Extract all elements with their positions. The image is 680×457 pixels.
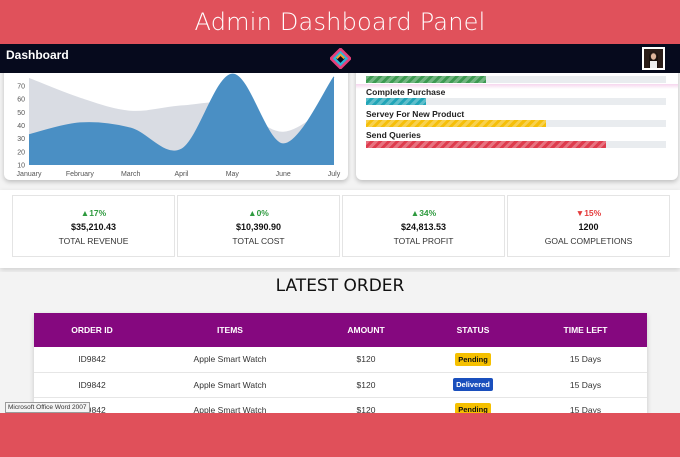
y-tick-label: 50 bbox=[17, 110, 25, 117]
y-tick-label: 60 bbox=[17, 97, 25, 104]
order-time-left: 15 Days bbox=[524, 347, 647, 373]
stat-label: TOTAL PROFIT bbox=[393, 236, 454, 246]
x-tick-label: February bbox=[66, 171, 95, 178]
stat-label: TOTAL REVENUE bbox=[58, 236, 129, 246]
table-row[interactable]: ID9842 Apple Smart Watch $120 Pending 15… bbox=[34, 397, 647, 413]
top-banner: Admin Dashboard Panel bbox=[0, 0, 680, 44]
progress-label-send-queries: Send Queries bbox=[366, 130, 421, 140]
table-header-row: ORDER ID ITEMS AMOUNT STATUS TIME LEFT bbox=[34, 313, 647, 347]
progress-bar-send-queries bbox=[366, 141, 606, 148]
y-tick-label: 20 bbox=[17, 149, 25, 156]
progress-card: Complete Purchase Servey For New Product… bbox=[356, 58, 678, 180]
stat-value: $24,813.53 bbox=[400, 222, 447, 232]
y-tick-label: 40 bbox=[17, 123, 25, 130]
stat-total-profit: ▲34% $24,813.53 TOTAL PROFIT bbox=[342, 195, 505, 257]
area-series-line-1 bbox=[28, 75, 335, 132]
stat-value: 1200 bbox=[578, 222, 599, 232]
order-status: Pending bbox=[422, 397, 524, 413]
order-time-left: 15 Days bbox=[524, 372, 647, 398]
stat-total-revenue: ▲17% $35,210.43 TOTAL REVENUE bbox=[12, 195, 175, 257]
y-tick-label: 10 bbox=[17, 163, 25, 170]
order-item: Apple Smart Watch bbox=[150, 372, 310, 398]
status-badge: Pending bbox=[455, 403, 491, 413]
order-id: ID9842 bbox=[34, 372, 150, 398]
area-chart: 10 20 30 40 50 60 70 January February March April… bbox=[17, 73, 341, 178]
progress-track-1 bbox=[366, 76, 666, 83]
x-tick-label: May bbox=[226, 171, 240, 178]
col-status[interactable]: STATUS bbox=[422, 313, 524, 347]
progress-bar-survey bbox=[366, 120, 546, 127]
order-id: ID9842 bbox=[34, 347, 150, 373]
stats-band: ▲17% $35,210.43 TOTAL REVENUE ▲0% $10,39… bbox=[0, 190, 680, 268]
app-tooltip: Microsoft Office Word 2007 bbox=[5, 402, 90, 413]
stat-label: TOTAL COST bbox=[232, 236, 285, 246]
orders-title: LATEST ORDER bbox=[275, 276, 405, 296]
area-series-line-2 bbox=[28, 73, 335, 152]
arrow-down-icon: ▼ bbox=[575, 208, 585, 218]
area-chart-card: 10 20 30 40 50 60 70 January February March April… bbox=[4, 58, 348, 180]
order-status: Pending bbox=[422, 347, 524, 373]
status-badge: Delivered bbox=[453, 378, 493, 391]
latest-orders-section: LATEST ORDER ORDER ID ITEMS AMOUNT STATU… bbox=[0, 272, 680, 413]
stat-change: ▲0% bbox=[248, 208, 269, 218]
order-item: Apple Smart Watch bbox=[150, 397, 310, 413]
progress-bar-1 bbox=[366, 76, 486, 83]
y-tick-label: 70 bbox=[17, 84, 25, 91]
order-status: Delivered bbox=[422, 372, 524, 398]
dashboard-screen: Dashboard 10 20 30 40 50 60 70 January February… bbox=[0, 44, 680, 413]
stat-change: ▲17% bbox=[80, 208, 107, 218]
app-logo-icon[interactable] bbox=[330, 48, 351, 69]
progress-track-survey bbox=[366, 120, 666, 127]
status-badge: Pending bbox=[455, 352, 491, 366]
stat-goal-completions: ▼15% 1200 GOAL COMPLETIONS bbox=[507, 195, 670, 257]
order-amount: $120 bbox=[310, 372, 422, 398]
x-tick-label: April bbox=[174, 171, 188, 178]
nav-title[interactable]: Dashboard bbox=[6, 48, 69, 62]
area-series-2 bbox=[29, 74, 334, 165]
stat-value: $35,210.43 bbox=[70, 222, 117, 232]
stat-change: ▼15% bbox=[575, 208, 602, 218]
progress-bar-complete-purchase bbox=[366, 98, 426, 105]
progress-track-send-queries bbox=[366, 141, 666, 148]
progress-track-complete-purchase bbox=[366, 98, 666, 105]
arrow-up-icon: ▲ bbox=[80, 208, 90, 218]
stat-label: GOAL COMPLETIONS bbox=[544, 236, 633, 246]
table-row[interactable]: ID9842 Apple Smart Watch $120 Pending 15… bbox=[34, 347, 647, 373]
orders-table: ORDER ID ITEMS AMOUNT STATUS TIME LEFT I… bbox=[34, 313, 647, 413]
stat-change: ▲34% bbox=[410, 208, 437, 218]
progress-label-complete-purchase: Complete Purchase bbox=[366, 87, 446, 97]
y-tick-label: 30 bbox=[17, 136, 25, 143]
col-order-id[interactable]: ORDER ID bbox=[34, 313, 150, 347]
table-row[interactable]: ID9842 Apple Smart Watch $120 Delivered … bbox=[34, 372, 647, 398]
user-photo-icon bbox=[644, 49, 663, 68]
order-item: Apple Smart Watch bbox=[150, 347, 310, 373]
user-avatar[interactable] bbox=[642, 47, 665, 70]
divider bbox=[356, 84, 678, 89]
x-tick-label: July bbox=[328, 171, 341, 178]
order-amount: $120 bbox=[310, 397, 422, 413]
stat-value: $10,390.90 bbox=[235, 222, 282, 232]
order-amount: $120 bbox=[310, 347, 422, 373]
banner-title: Admin Dashboard Panel bbox=[194, 8, 486, 36]
order-time-left: 15 Days bbox=[524, 397, 647, 413]
col-amount[interactable]: AMOUNT bbox=[310, 313, 422, 347]
col-items[interactable]: ITEMS bbox=[150, 313, 310, 347]
stat-total-cost: ▲0% $10,390.90 TOTAL COST bbox=[177, 195, 340, 257]
x-tick-label: January bbox=[17, 171, 42, 178]
navbar: Dashboard bbox=[0, 44, 680, 73]
x-tick-label: June bbox=[276, 171, 291, 178]
arrow-up-icon: ▲ bbox=[410, 208, 420, 218]
arrow-up-icon: ▲ bbox=[248, 208, 257, 218]
x-tick-label: March bbox=[121, 171, 141, 178]
col-time-left[interactable]: TIME LEFT bbox=[524, 313, 647, 347]
progress-label-survey: Servey For New Product bbox=[366, 109, 465, 119]
